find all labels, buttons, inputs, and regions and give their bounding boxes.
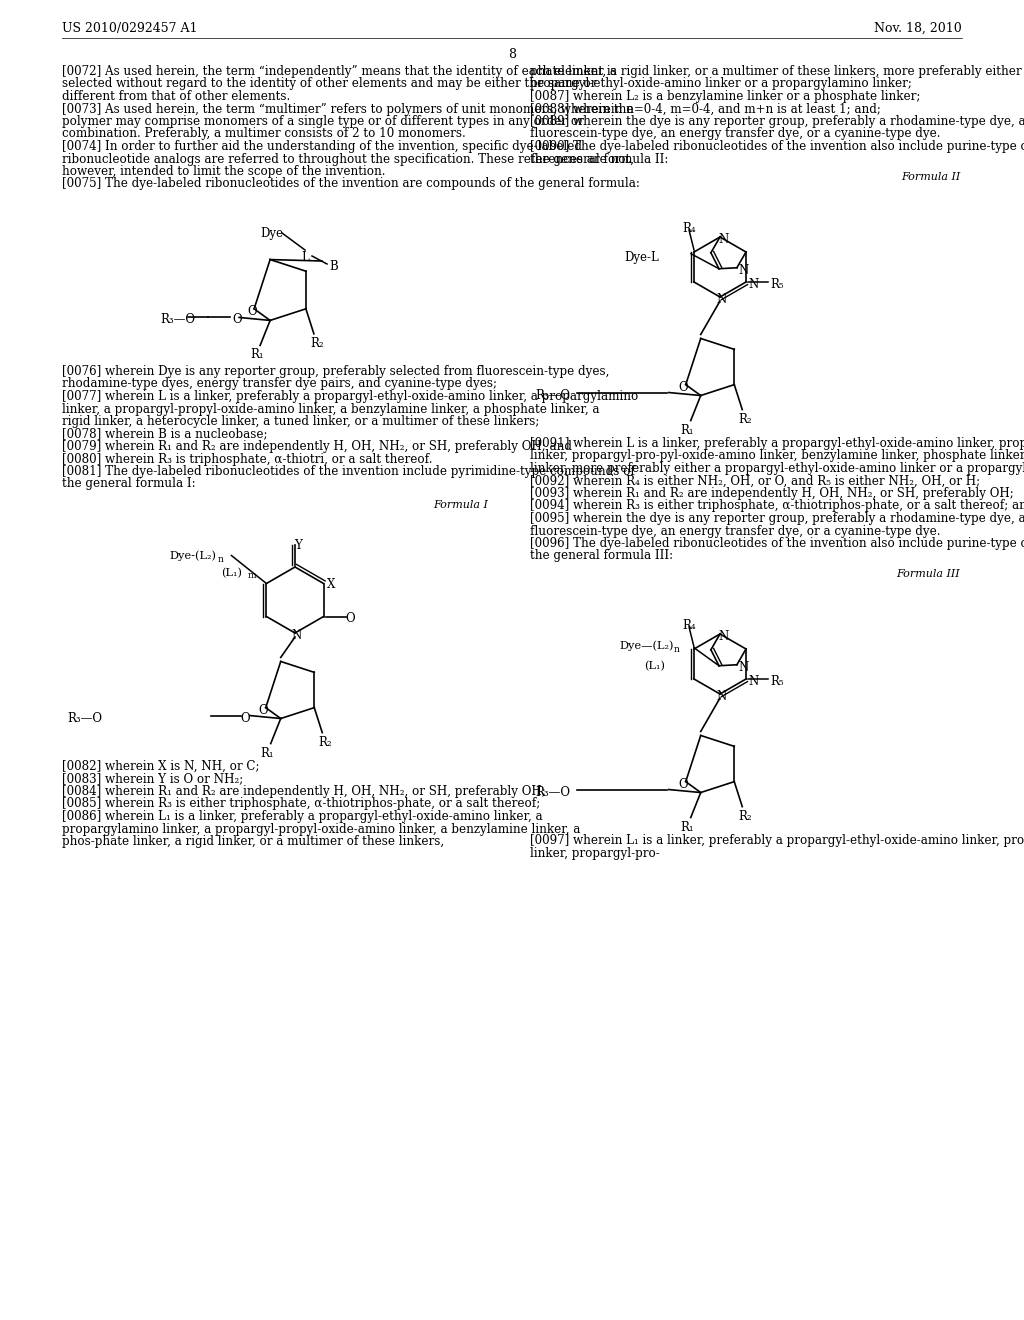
Text: [0083] wherein Y is O or NH₂;: [0083] wherein Y is O or NH₂; [62,772,244,785]
Text: [0097] wherein L₁ is a linker, preferably a propargyl-ethyl-oxide-amino linker, : [0097] wherein L₁ is a linker, preferabl… [530,834,1024,847]
Text: [0093] wherein R₁ and R₂ are independently H, OH, NH₂, or SH, preferably OH;: [0093] wherein R₁ and R₂ are independent… [530,487,1014,500]
Text: N: N [748,675,758,688]
Text: O: O [345,612,355,626]
Text: L: L [301,251,309,264]
Text: N: N [748,279,758,290]
Text: R₂: R₂ [310,337,324,350]
Text: R₅: R₅ [770,279,783,290]
Text: [0081] The dye-labeled ribonucleotides of the invention include pyrimidine-type : [0081] The dye-labeled ribonucleotides o… [62,465,635,478]
Text: (L₁): (L₁) [221,568,243,578]
Text: [0082] wherein X is N, NH, or C;: [0082] wherein X is N, NH, or C; [62,760,259,774]
Text: [0096] The dye-labeled ribonucleotides of the invention also include purine-type: [0096] The dye-labeled ribonucleotides o… [530,537,1024,550]
Text: R₅: R₅ [770,675,783,688]
Text: N: N [718,630,728,643]
Text: 8: 8 [508,48,516,61]
Text: R₄: R₄ [682,619,695,632]
Text: O: O [232,313,242,326]
Text: ribonucleotide analogs are referred to throughout the specification. These refer: ribonucleotide analogs are referred to t… [62,153,634,165]
Text: R₁: R₁ [681,424,694,437]
Text: phate linker, a rigid linker, or a multimer of these linkers, more preferably ei: phate linker, a rigid linker, or a multi… [530,65,1024,78]
Text: Dye: Dye [260,227,283,240]
Text: linker, a propargyl-propyl-oxide-amino linker, a benzylamine linker, a phosphate: linker, a propargyl-propyl-oxide-amino l… [62,403,599,416]
Text: Y: Y [294,539,302,552]
Text: [0080] wherein R₃ is triphosphate, α-thiotri, or a salt thereof.: [0080] wherein R₃ is triphosphate, α-thi… [62,453,432,466]
Text: Dye-L: Dye-L [624,251,658,264]
Text: [0079] wherein R₁ and R₂ are independently H, OH, NH₂, or SH, preferably OH; and: [0079] wherein R₁ and R₂ are independent… [62,440,572,453]
Text: B: B [329,260,338,273]
Text: R₂: R₂ [738,413,752,425]
Text: Formula II: Formula II [901,172,961,182]
Text: m: m [248,572,256,581]
Text: the general formula I:: the general formula I: [62,478,196,491]
Text: US 2010/0292457 A1: US 2010/0292457 A1 [62,22,198,36]
Text: fluorescein-type dye, an energy transfer dye, or a cyanine-type dye.: fluorescein-type dye, an energy transfer… [530,128,940,140]
Text: R₂: R₂ [318,735,332,748]
Text: N: N [739,264,750,277]
Text: the general formula II:: the general formula II: [530,153,669,165]
Text: [0094] wherein R₃ is either triphosphate, α-thiotriphos-phate, or a salt thereof: [0094] wherein R₃ is either triphosphate… [530,499,1024,512]
Text: [0072] As used herein, the term “independently” means that the identity of each : [0072] As used herein, the term “indepen… [62,65,616,78]
Text: R₁: R₁ [261,747,274,759]
Text: [0091] wherein L is a linker, preferably a propargyl-ethyl-oxide-amino linker, p: [0091] wherein L is a linker, preferably… [530,437,1024,450]
Text: Dye—(L₂): Dye—(L₂) [618,640,674,651]
Text: polymer may comprise monomers of a single type or of different types in any orde: polymer may comprise monomers of a singl… [62,115,584,128]
Text: linker, more preferably either a propargyl-ethyl-oxide-amino linker or a proparg: linker, more preferably either a proparg… [530,462,1024,475]
Text: [0078] wherein B is a nucleobase;: [0078] wherein B is a nucleobase; [62,428,267,441]
Text: R₃—O: R₃—O [160,313,196,326]
Text: [0085] wherein R₃ is either triphosphate, α-thiotriphos-phate, or a salt thereof: [0085] wherein R₃ is either triphosphate… [62,797,541,810]
Text: O: O [259,704,268,717]
Text: propargylamino linker, a propargyl-propyl-oxide-amino linker, a benzylamine link: propargylamino linker, a propargyl-propy… [62,822,581,836]
Text: the general formula III:: the general formula III: [530,549,673,562]
Text: rigid linker, a heterocycle linker, a tuned linker, or a multimer of these linke: rigid linker, a heterocycle linker, a tu… [62,414,540,428]
Text: [0095] wherein the dye is any reporter group, preferably a rhodamine-type dye, a: [0095] wherein the dye is any reporter g… [530,512,1024,525]
Text: N: N [716,293,726,306]
Text: [0090] The dye-labeled ribonucleotides of the invention also include purine-type: [0090] The dye-labeled ribonucleotides o… [530,140,1024,153]
Text: Formula III: Formula III [896,569,961,579]
Text: [0088] wherein n=0-4, m=0-4, and m+n is at least 1; and;: [0088] wherein n=0-4, m=0-4, and m+n is … [530,103,881,116]
Text: O: O [679,380,688,393]
Text: fluorescein-type dye, an energy transfer dye, or a cyanine-type dye.: fluorescein-type dye, an energy transfer… [530,524,940,537]
Text: selected without regard to the identity of other elements and may be either the : selected without regard to the identity … [62,78,596,91]
Text: phos-phate linker, a rigid linker, or a multimer of these linkers,: phos-phate linker, a rigid linker, or a … [62,836,444,847]
Text: (L₁): (L₁) [644,661,665,671]
Text: N: N [716,690,726,704]
Text: O: O [247,305,257,318]
Text: combination. Preferably, a multimer consists of 2 to 10 monomers.: combination. Preferably, a multimer cons… [62,128,466,140]
Text: R₁: R₁ [681,821,694,833]
Text: [0089] wherein the dye is any reporter group, preferably a rhodamine-type dye, a: [0089] wherein the dye is any reporter g… [530,115,1024,128]
Text: [0086] wherein L₁ is a linker, preferably a propargyl-ethyl-oxide-amino linker, : [0086] wherein L₁ is a linker, preferabl… [62,810,543,822]
Text: Formula I: Formula I [433,500,488,510]
Text: [0084] wherein R₁ and R₂ are independently H, OH, NH₂, or SH, preferably OH;: [0084] wherein R₁ and R₂ are independent… [62,785,546,799]
Text: [0074] In order to further aid the understanding of the invention, specific dye-: [0074] In order to further aid the under… [62,140,582,153]
Text: R₃—O: R₃—O [535,388,570,401]
Text: X: X [327,578,335,591]
Text: [0075] The dye-labeled ribonucleotides of the invention are compounds of the gen: [0075] The dye-labeled ribonucleotides o… [62,177,640,190]
Text: linker, propargyl-pro-pyl-oxide-amino linker, benzylamine linker, phosphate link: linker, propargyl-pro-pyl-oxide-amino li… [530,450,1024,462]
Text: n: n [217,554,223,564]
Text: R₄: R₄ [682,222,695,235]
Text: N: N [291,630,301,642]
Text: O: O [241,711,250,725]
Text: N: N [718,234,728,246]
Text: [0076] wherein Dye is any reporter group, preferably selected from fluorescein-t: [0076] wherein Dye is any reporter group… [62,366,609,378]
Text: N: N [739,661,750,673]
Text: however, intended to limit the scope of the invention.: however, intended to limit the scope of … [62,165,385,178]
Text: Dye-(L₂): Dye-(L₂) [169,550,216,561]
Text: R₃—O: R₃—O [67,711,102,725]
Text: R₂: R₂ [738,809,752,822]
Text: Nov. 18, 2010: Nov. 18, 2010 [874,22,962,36]
Text: [0092] wherein R₄ is either NH₂, OH, or O, and R₅ is either NH₂, OH, or H;: [0092] wherein R₄ is either NH₂, OH, or … [530,474,980,487]
Text: linker, propargyl-pro-: linker, propargyl-pro- [530,846,659,859]
Text: different from that of other elements.: different from that of other elements. [62,90,290,103]
Text: [0087] wherein L₂ is a benzylamine linker or a phosphate linker;: [0087] wherein L₂ is a benzylamine linke… [530,90,921,103]
Text: R₃—O: R₃—O [535,785,570,799]
Text: n: n [674,644,680,653]
Text: R₁: R₁ [250,348,264,362]
Text: O: O [679,777,688,791]
Text: [0073] As used herein, the term “multimer” refers to polymers of unit monomers, : [0073] As used herein, the term “multime… [62,103,634,116]
Text: rhodamine-type dyes, energy transfer dye pairs, and cyanine-type dyes;: rhodamine-type dyes, energy transfer dye… [62,378,497,391]
Text: propargyl-ethyl-oxide-amino linker or a propargylamino linker;: propargyl-ethyl-oxide-amino linker or a … [530,78,912,91]
Text: [0077] wherein L is a linker, preferably a propargyl-ethyl-oxide-amino linker, a: [0077] wherein L is a linker, preferably… [62,389,638,403]
